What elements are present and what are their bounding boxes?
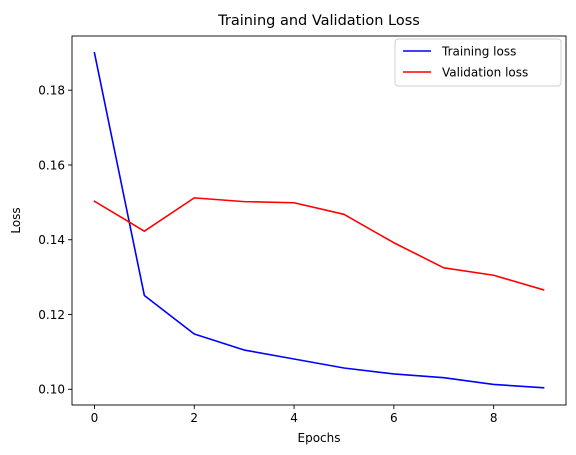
x-axis-title: Epochs: [298, 431, 341, 445]
y-axis-title: Loss: [9, 207, 23, 233]
y-tick-label: 0.10: [38, 383, 65, 397]
x-tick-label: 2: [190, 411, 198, 425]
y-tick-label: 0.12: [38, 308, 65, 322]
y-tick-label: 0.18: [38, 84, 65, 98]
y-tick-label: 0.16: [38, 158, 65, 172]
series-line-training-loss: [93, 51, 545, 389]
legend-label: Validation loss: [442, 65, 528, 79]
chart-title: Training and Validation Loss: [217, 13, 420, 29]
legend: Training loss Validation loss: [394, 38, 562, 87]
legend-box: [394, 38, 562, 87]
x-tick-label: 6: [390, 411, 398, 425]
x-tick-label: 8: [490, 411, 498, 425]
y-axis-ticks: 0.10 0.12 0.14 0.16 0.18: [38, 84, 72, 397]
x-tick-label: 0: [91, 411, 99, 425]
plot-lines: [93, 51, 545, 389]
plot-frame: [71, 35, 567, 406]
x-axis-ticks: 0 2 4 6 8: [91, 405, 498, 425]
series-line-validation-loss: [93, 197, 545, 291]
x-tick-label: 4: [290, 411, 298, 425]
y-tick-label: 0.14: [38, 233, 65, 247]
legend-label: Training loss: [441, 44, 516, 58]
